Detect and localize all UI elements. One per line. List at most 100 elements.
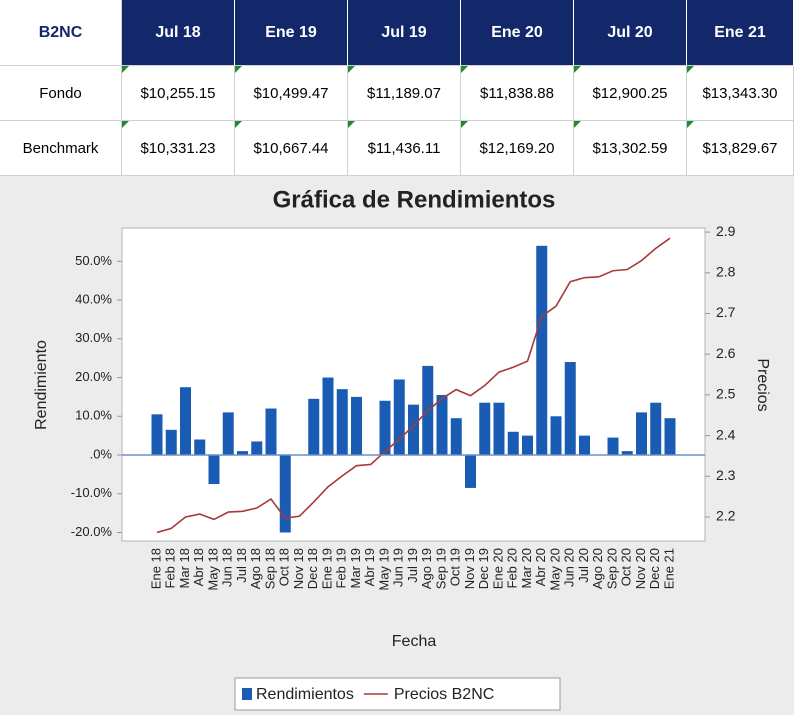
bar [222,412,234,456]
value-cell: $11,189.07 [348,66,461,121]
header-cell: B2NC [0,0,122,66]
header-cell: Jul 18 [122,0,235,66]
legend-label: Rendimientos [256,686,354,703]
bar [536,245,548,456]
y2-tick-label: 2.7 [716,304,736,320]
x-tick-label: May 20 [547,548,562,591]
bar [180,387,191,456]
x-tick-label: Mar 19 [348,548,363,588]
bar [650,402,662,456]
header-cell: Ene 19 [235,0,348,66]
bar [279,455,291,533]
y2-tick-label: 2.8 [716,263,736,279]
x-tick-label: Oct 18 [277,548,292,586]
price-line [156,237,671,534]
x-tick-label: Nov 19 [462,548,477,589]
x-tick-label: Feb 19 [334,548,349,588]
x-tick-label: Jun 20 [562,548,577,587]
bar [251,441,263,456]
x-tick-label: Nov 20 [633,548,648,589]
x-tick-label: Sep 20 [604,548,619,589]
x-axis-label: Fecha [392,633,437,650]
row-label: Fondo [0,66,122,121]
bar [308,398,320,456]
value-cell: $11,436.11 [348,121,461,176]
x-tick-label: Nov 18 [291,548,306,589]
x-tick-label: Oct 19 [448,548,463,586]
row-label: Benchmark [0,121,122,176]
x-tick-label: Dec 18 [305,548,320,589]
legend [234,677,561,711]
x-tick-label: Abr 19 [362,548,377,586]
x-tick-label: Dec 20 [647,548,662,589]
bar [165,429,177,456]
bar [194,439,206,456]
x-tick-label: Jun 18 [220,548,235,587]
x-tick-label: May 18 [205,548,220,591]
x-tick-label: Mar 18 [177,548,192,588]
summary-table: B2NC Jul 18 Ene 19 Jul 19 Ene 20 Jul 20 Ene 21… [0,0,794,176]
plot-area [121,227,706,542]
bar [450,418,462,456]
value-cell: $10,667.44 [235,121,348,176]
y2-axis-label: Precios [754,358,771,411]
y-tick-label: -10.0% [71,485,113,500]
bar [636,412,647,456]
bar [465,455,476,488]
chart-title: Gráfica de Rendimientos [273,186,556,213]
x-tick-label: Jul 18 [234,548,249,583]
x-tick-label: Abr 18 [191,548,206,586]
bar [151,414,163,456]
y-tick-label: -20.0% [71,524,113,539]
value-cell: $10,255.15 [122,66,235,121]
bar [237,451,248,456]
bar [379,400,391,456]
x-tick-label: Ene 21 [661,548,676,589]
y2-tick-label: 2.3 [716,467,736,483]
x-tick-label: Jun 19 [391,548,406,587]
y2-tick-label: 2.2 [716,508,736,524]
value-cell: $10,499.47 [235,66,348,121]
legend-swatch [242,688,252,700]
y2-tick-label: 2.9 [716,223,736,239]
bar [522,435,533,456]
x-tick-label: Dec 19 [476,548,491,589]
x-tick-label: Feb 18 [163,548,178,588]
x-tick-label: Feb 20 [505,548,520,588]
bar [265,408,277,456]
bar [621,451,633,456]
x-tick-label: May 19 [376,548,391,591]
header-cell: Ene 20 [461,0,574,66]
x-tick-label: Oct 20 [619,548,634,586]
value-cell: $11,838.88 [461,66,574,121]
value-cell: $13,302.59 [574,121,687,176]
bar [351,396,362,456]
bar [393,379,405,456]
bar [336,389,348,456]
x-tick-label: Ago 20 [590,548,605,589]
bar [208,455,220,485]
y-tick-label: 20.0% [75,369,112,384]
y2-tick-label: 2.6 [716,345,736,361]
y-tick-label: 30.0% [75,330,112,345]
x-tick-label: Abr 20 [533,548,548,586]
header-cell: Jul 20 [574,0,687,66]
x-tick-label: Jul 20 [576,548,591,583]
y-axis-label: Rendimiento [33,340,50,430]
value-cell: $12,900.25 [574,66,687,121]
x-tick-label: Sep 18 [262,548,277,589]
bar [579,435,590,456]
bar [550,416,562,456]
legend-label: Precios B2NC [394,686,494,703]
bar [436,394,448,456]
bar [507,431,519,456]
x-tick-label: Jul 19 [405,548,420,583]
bar [564,362,576,456]
x-tick-label: Ene 18 [148,548,163,589]
bar [493,402,505,456]
bar [322,377,334,456]
bar [479,402,491,456]
x-tick-label: Ago 19 [419,548,434,589]
